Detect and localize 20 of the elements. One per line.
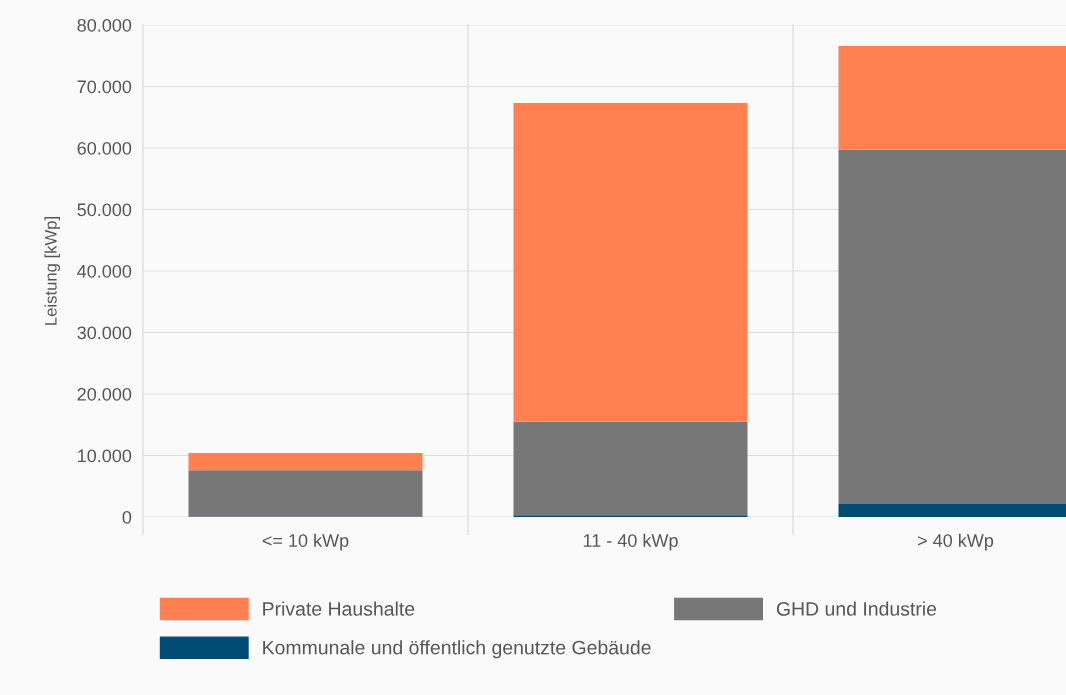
y-tick-label: 30.000: [77, 326, 132, 340]
bar: [188, 470, 423, 517]
y-tick-label: 20.000: [77, 387, 132, 401]
bar: [513, 103, 748, 422]
y-axis-title: Leistung [kWp]: [44, 217, 60, 325]
legend-label: Private Haushalte: [263, 601, 415, 616]
y-tick-label: 0: [122, 510, 132, 524]
bar: [513, 421, 748, 516]
y-tick-label: 80.000: [77, 18, 132, 32]
y-tick-label: 50.000: [77, 203, 132, 217]
y-tick-label: 40.000: [77, 264, 132, 278]
y-tick-label: 70.000: [77, 80, 132, 94]
x-tick-label: > 40 kWp: [918, 533, 994, 551]
legend-label: Kommunale und öffentlich genutzte Gebäude: [263, 640, 651, 659]
legend-label: GHD und Industrie: [776, 601, 937, 616]
y-tick-label: 10.000: [78, 449, 132, 463]
x-tick-label: <= 10 kWp: [262, 533, 349, 551]
y-tick-label: 60.000: [77, 141, 132, 155]
bar: [188, 453, 423, 471]
x-tick-label: 11 - 40 kWp: [583, 533, 678, 551]
